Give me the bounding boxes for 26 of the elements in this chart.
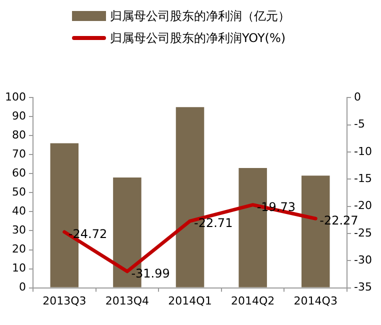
y2-tick-label: 0 <box>354 90 362 104</box>
y2-tick-label: -30 <box>354 253 372 266</box>
legend-label: 归属母公司股东的净利润YOY(%) <box>110 30 287 46</box>
x-tick-label: 2014Q2 <box>230 294 275 308</box>
legend-label: 归属母公司股东的净利润（亿元） <box>110 8 290 24</box>
y2-tick-label: -10 <box>354 144 372 158</box>
y-tick-label: 80 <box>12 128 26 142</box>
x-tick-label: 2014Q1 <box>168 294 212 308</box>
y-tick-label: 20 <box>12 242 26 256</box>
y-tick-label: 90 <box>12 109 26 122</box>
y-tick-label: 70 <box>12 148 26 161</box>
y2-tick-label: -5 <box>354 118 366 131</box>
y2-tick-label: -25 <box>354 226 372 240</box>
y-tick-label: 10 <box>12 262 26 275</box>
y2-tick-label: -15 <box>354 172 372 185</box>
y-tick-label: 0 <box>18 280 26 294</box>
y-tick-label: 40 <box>12 204 26 218</box>
y-tick-label: 50 <box>12 186 26 199</box>
y2-tick-label: -35 <box>354 280 372 294</box>
x-tick-label: 2013Q4 <box>105 294 150 308</box>
y2-tick-label: -20 <box>354 199 372 212</box>
x-tick-label: 2014Q3 <box>294 294 338 308</box>
x-tick-label: 2013Q3 <box>42 294 86 308</box>
y-tick-label: 100 <box>4 90 26 104</box>
y-tick-label: 30 <box>12 224 26 237</box>
y-tick-label: 60 <box>12 166 26 180</box>
